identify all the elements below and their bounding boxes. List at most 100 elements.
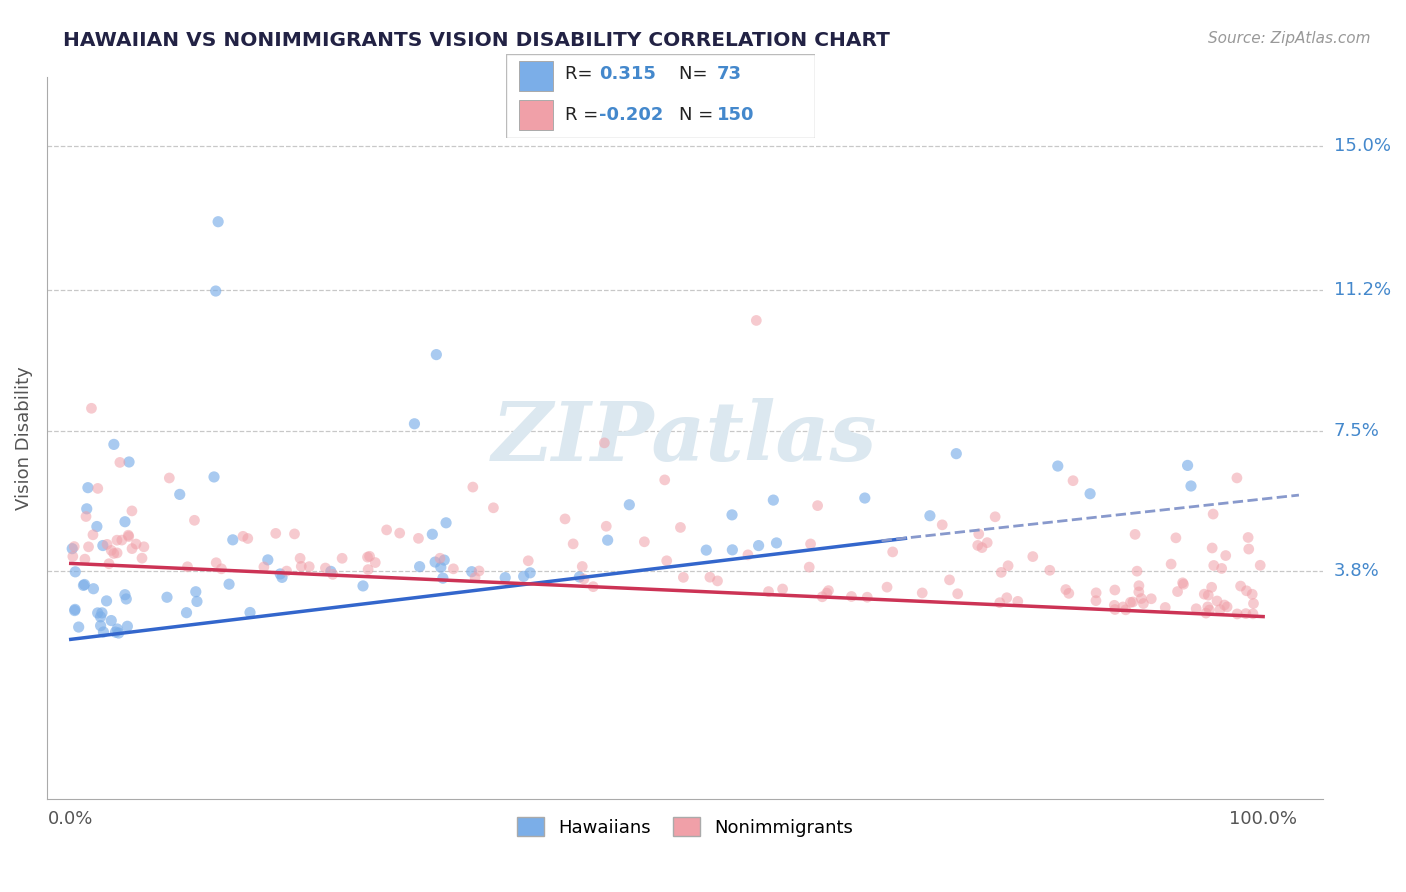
Point <box>433 553 456 567</box>
Point <box>945 447 967 461</box>
Point <box>288 551 311 566</box>
Point <box>73 577 96 591</box>
Point <box>1237 542 1260 557</box>
Point <box>1195 606 1218 620</box>
Point <box>995 591 1018 605</box>
Point <box>1198 603 1220 617</box>
Point <box>86 606 108 620</box>
Point <box>562 537 585 551</box>
Point <box>815 586 838 600</box>
Point <box>169 487 191 501</box>
Point <box>1132 597 1154 611</box>
Point <box>984 509 1007 524</box>
Point <box>103 546 125 560</box>
Point <box>82 582 104 596</box>
Point <box>571 559 593 574</box>
Point <box>423 555 446 569</box>
Point <box>1119 595 1142 609</box>
Point <box>186 594 208 608</box>
Point <box>63 604 86 618</box>
Point <box>655 554 678 568</box>
Text: ZIPatlas: ZIPatlas <box>492 398 877 478</box>
Point <box>772 582 794 596</box>
Point <box>176 606 198 620</box>
Text: -0.202: -0.202 <box>599 105 664 123</box>
Point <box>721 542 744 557</box>
FancyBboxPatch shape <box>506 54 815 138</box>
Point <box>290 559 312 574</box>
Point <box>976 535 998 549</box>
Point <box>75 509 97 524</box>
Point <box>264 526 287 541</box>
Point <box>236 532 259 546</box>
Point <box>1215 549 1237 563</box>
Point <box>73 552 96 566</box>
Point <box>1130 591 1153 606</box>
Point <box>762 493 785 508</box>
Point <box>1126 564 1149 578</box>
Point <box>1122 595 1144 609</box>
Point <box>938 573 960 587</box>
Point <box>554 512 576 526</box>
Point <box>183 513 205 527</box>
Point <box>430 560 453 574</box>
Point <box>1177 458 1199 473</box>
Point <box>1234 607 1257 621</box>
Point <box>1206 594 1229 608</box>
Point <box>330 551 353 566</box>
Point <box>1112 599 1135 614</box>
Point <box>408 532 430 546</box>
Point <box>706 574 728 588</box>
Point <box>737 548 759 562</box>
Point <box>1039 563 1062 577</box>
Text: Source: ZipAtlas.com: Source: ZipAtlas.com <box>1208 31 1371 46</box>
Point <box>807 499 830 513</box>
Point <box>1243 597 1265 611</box>
Point <box>1201 541 1223 555</box>
Point <box>1128 585 1150 599</box>
Point <box>87 482 110 496</box>
Point <box>121 504 143 518</box>
Text: 3.8%: 3.8% <box>1334 562 1379 580</box>
Point <box>997 558 1019 573</box>
Point <box>77 540 100 554</box>
Point <box>283 527 305 541</box>
Point <box>117 528 139 542</box>
Point <box>1249 558 1271 573</box>
Point <box>125 537 148 551</box>
Point <box>1201 580 1223 594</box>
Point <box>876 580 898 594</box>
Text: 11.2%: 11.2% <box>1334 281 1391 299</box>
Point <box>1197 588 1219 602</box>
Point <box>460 565 482 579</box>
Point <box>105 533 128 548</box>
Point <box>253 560 276 574</box>
Point <box>357 563 380 577</box>
Point <box>1202 507 1225 521</box>
Point <box>464 571 486 585</box>
Point <box>96 594 118 608</box>
Point <box>1241 587 1264 601</box>
Point <box>107 626 129 640</box>
Point <box>176 559 198 574</box>
Point <box>115 591 138 606</box>
Point <box>1226 471 1249 485</box>
Point <box>218 577 240 591</box>
Point <box>1007 594 1029 608</box>
Point <box>1062 474 1084 488</box>
Point <box>519 566 541 580</box>
Point <box>1115 603 1137 617</box>
Point <box>461 480 484 494</box>
Point <box>298 559 321 574</box>
Point <box>319 565 342 579</box>
Point <box>853 491 876 505</box>
Point <box>745 313 768 327</box>
Legend: Hawaiians, Nonimmigrants: Hawaiians, Nonimmigrants <box>509 810 860 844</box>
Point <box>672 570 695 584</box>
Point <box>204 284 226 298</box>
Point <box>157 471 180 485</box>
Point <box>65 565 87 579</box>
Point <box>1104 602 1126 616</box>
Point <box>429 551 451 566</box>
Point <box>568 570 591 584</box>
